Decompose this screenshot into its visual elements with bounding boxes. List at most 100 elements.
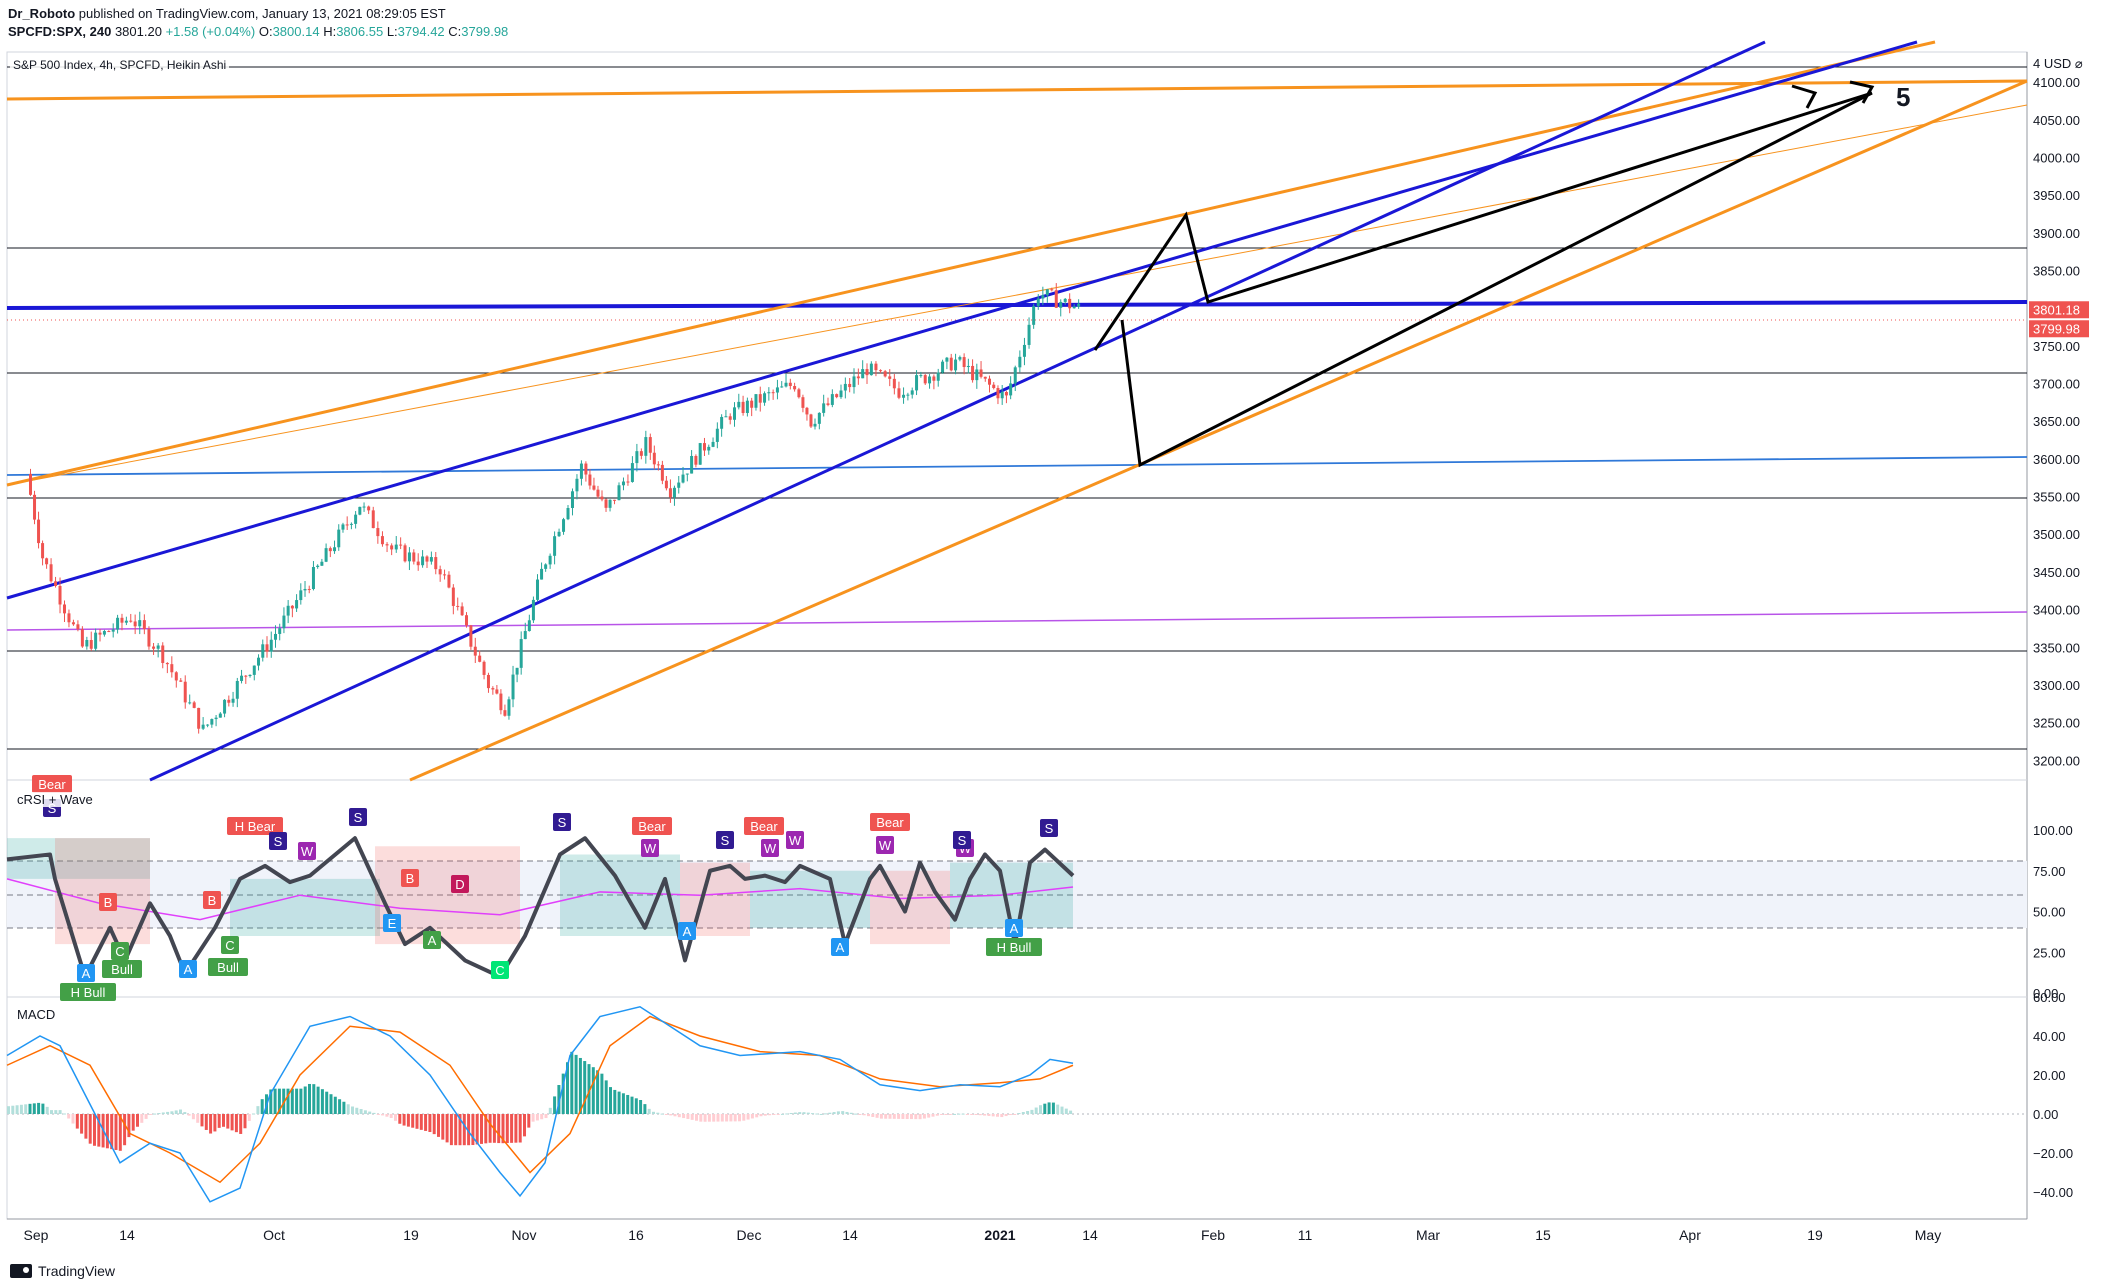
macd-histogram-bar <box>583 1061 587 1114</box>
macd-histogram-bar <box>677 1114 681 1118</box>
time-tick-label: 19 <box>1807 1227 1823 1243</box>
low-value: 3794.42 <box>397 24 445 39</box>
candle-body <box>544 564 548 569</box>
candle-body <box>179 680 183 682</box>
candle <box>367 505 371 515</box>
macd-histogram-bar <box>144 1114 148 1119</box>
time-tick-label: Feb <box>1201 1227 1225 1243</box>
rsi-signal-label-bg <box>491 961 509 979</box>
candle <box>548 553 552 569</box>
rsi-signal-label-bg <box>32 775 72 793</box>
macd-histogram-bar <box>252 1113 256 1115</box>
macd-histogram-bar <box>686 1114 690 1119</box>
price-tick-label: 4050.00 <box>2033 113 2080 128</box>
rsi-signal-label-text: S <box>558 815 567 830</box>
macd-histogram-bar <box>806 1112 810 1114</box>
candle-body <box>617 485 621 501</box>
macd-histogram-bar <box>729 1114 733 1122</box>
candle <box>451 584 455 615</box>
macd-histogram-bar <box>720 1114 724 1122</box>
candle <box>941 359 945 374</box>
macd-histogram-bar <box>811 1113 815 1115</box>
candle-body <box>460 606 464 616</box>
candle-body <box>307 588 311 590</box>
candle-body <box>188 702 192 704</box>
candle <box>698 442 702 465</box>
candle <box>793 382 797 392</box>
macd-signal-line <box>6 1015 1074 1184</box>
candle-body <box>588 474 592 486</box>
price-tick-label: 4100.00 <box>2033 75 2080 90</box>
candle <box>788 378 792 390</box>
macd-histogram-bar <box>643 1104 647 1114</box>
candle <box>570 488 574 516</box>
rsi-signal-label: B <box>99 893 117 911</box>
candle <box>906 392 910 401</box>
rsi-signal-label-text: W <box>764 841 777 856</box>
rsi-signal-label-text: S <box>958 833 967 848</box>
candle-body <box>754 394 758 408</box>
rsi-signal-label-bg <box>632 817 672 835</box>
macd-histogram-bar <box>523 1114 526 1137</box>
macd-histogram-bar <box>389 1114 393 1118</box>
candle-body <box>511 674 515 700</box>
last-price: 3801.20 <box>114 24 162 39</box>
candle-body <box>830 394 834 405</box>
macd-histogram-bar <box>402 1114 406 1126</box>
rsi-signal-label-bg <box>953 831 971 849</box>
rsi-signal-label-text: C <box>225 938 234 953</box>
candle <box>33 490 37 525</box>
macd-histogram-bar <box>488 1114 492 1143</box>
macd-histogram-bar <box>355 1107 359 1114</box>
candle <box>1009 376 1013 400</box>
candle <box>349 522 353 530</box>
macd-histogram-bar <box>286 1088 290 1114</box>
candle <box>62 600 66 623</box>
high-label: H: <box>323 24 337 39</box>
candle <box>486 672 490 693</box>
time-tick-label: 14 <box>119 1227 135 1243</box>
macd-histogram-bar <box>600 1073 604 1114</box>
rsi-signal-label-text: Bull <box>217 960 239 975</box>
macd-histogram-bar <box>97 1114 101 1147</box>
candle-body <box>707 446 711 451</box>
candle-body <box>507 699 511 716</box>
candle <box>527 614 531 632</box>
wave-arrowhead-2 <box>1849 80 1875 104</box>
macd-histogram-bar <box>290 1088 294 1114</box>
candle <box>966 358 970 374</box>
rsi-signal-label: D <box>451 875 469 893</box>
candle <box>274 625 277 648</box>
macd-histogram-bar <box>136 1114 139 1127</box>
candle-body <box>201 724 205 729</box>
candle-body <box>711 441 715 447</box>
candle-body <box>316 565 320 568</box>
candle-body <box>771 392 775 394</box>
candle <box>694 454 698 468</box>
macd-histogram-bar <box>832 1112 836 1114</box>
candle-body <box>412 552 416 562</box>
candle-body <box>958 357 962 360</box>
author-name[interactable]: Dr_Roboto <box>8 6 76 21</box>
rsi-signal-label-text: S <box>1045 821 1054 836</box>
candle <box>1036 294 1040 310</box>
candle <box>328 546 332 558</box>
rsi-signal-label: A <box>1005 919 1023 937</box>
candle-body <box>399 544 403 546</box>
candle <box>142 614 146 635</box>
macd-histogram-bar <box>368 1111 372 1114</box>
candle <box>307 585 311 594</box>
rsi-signal-label: H Bull <box>986 938 1042 956</box>
rsi-signal-label-text: W <box>301 844 314 859</box>
candle-body <box>635 451 639 464</box>
candle-body <box>869 363 873 376</box>
price-tick-label: 3600.00 <box>2033 452 2080 467</box>
candle-body <box>80 629 84 647</box>
macd-histogram-bar <box>183 1112 187 1114</box>
candle-body <box>265 644 269 652</box>
macd-histogram-bar <box>570 1051 574 1114</box>
orange-horizontal-trendline <box>6 79 2028 101</box>
time-tick-label: 15 <box>1535 1227 1551 1243</box>
macd-histogram-bar <box>131 1114 135 1131</box>
